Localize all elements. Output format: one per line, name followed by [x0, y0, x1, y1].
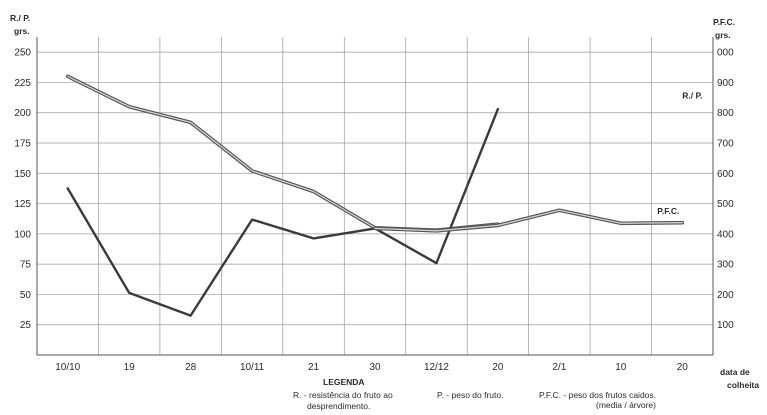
right-tick-label: 700 — [717, 139, 734, 150]
left-tick-label: 125 — [14, 199, 31, 210]
axes: 250 225 200 175 150 125 100 75 50 25 000 900 800 700 6… — [14, 37, 734, 373]
x-tick-label: 21 — [308, 362, 320, 373]
series-line-r-p — [435, 107, 500, 265]
right-tick-label: 000 — [717, 48, 734, 59]
annotation-label: R./ P. — [682, 91, 702, 101]
x-tick-label: 10/10 — [55, 362, 80, 373]
left-axis-title-line1: R./ P. — [10, 13, 30, 23]
legend-item-pfc-line2: (media / árvore) — [596, 400, 656, 410]
legend-item-p-line1: P. - peso do fruto. — [437, 390, 503, 400]
left-tick-label: 50 — [20, 290, 32, 301]
x-tick-label: 10 — [615, 362, 627, 373]
x-tick-label: 30 — [369, 362, 381, 373]
x-tick-label: 20 — [492, 362, 504, 373]
left-axis-title-line2: grs. — [14, 26, 30, 36]
right-tick-label: 400 — [717, 229, 734, 240]
x-axis-title-line2: colheita — [727, 380, 759, 390]
annotation-label: P.F.C. — [657, 206, 679, 216]
left-tick-label: 200 — [14, 108, 31, 119]
x-axis-title-line1: data de — [720, 367, 750, 377]
x-tick-label: 20 — [677, 362, 689, 373]
right-tick-label: 900 — [717, 78, 734, 89]
x-tick-label: 2/1 — [552, 362, 566, 373]
left-tick-label: 175 — [14, 139, 31, 150]
legend-item-r-line2: desprendimento. — [307, 401, 370, 411]
series-line-p-f-c — [66, 187, 438, 317]
left-tick-label: 75 — [20, 260, 32, 271]
legend-item-r-line1: R. - resistência do fruto ao — [293, 390, 393, 400]
right-axis-title-line1: P.F.C. — [713, 17, 735, 27]
left-tick-label: 150 — [14, 169, 31, 180]
x-tick-label: 19 — [124, 362, 136, 373]
right-tick-label: 300 — [717, 260, 734, 271]
right-tick-label: 600 — [717, 169, 734, 180]
legend: LEGENDA R. - resistência do fruto ao des… — [293, 377, 656, 411]
right-tick-label: 500 — [717, 199, 734, 210]
left-tick-label: 25 — [20, 320, 32, 331]
x-tick-label: 12/12 — [424, 362, 449, 373]
left-tick-label: 225 — [14, 78, 31, 89]
grid — [36, 37, 714, 355]
legend-title: LEGENDA — [323, 377, 365, 387]
left-tick-label: 250 — [14, 48, 31, 59]
legend-item-pfc-line1: P.F.C. - peso dos frutos caidos. — [539, 390, 656, 400]
series-line-p-f-c-inner — [374, 209, 683, 232]
right-tick-label: 800 — [717, 108, 734, 119]
x-tick-label: 28 — [185, 362, 197, 373]
right-axis-title-line2: grs. — [715, 30, 731, 40]
right-tick-label: 200 — [717, 290, 734, 301]
left-tick-label: 100 — [14, 229, 31, 240]
right-tick-label: 100 — [717, 320, 734, 331]
x-tick-label: 10/11 — [240, 362, 265, 373]
series: R./ P. P.F.C. — [65, 74, 702, 317]
